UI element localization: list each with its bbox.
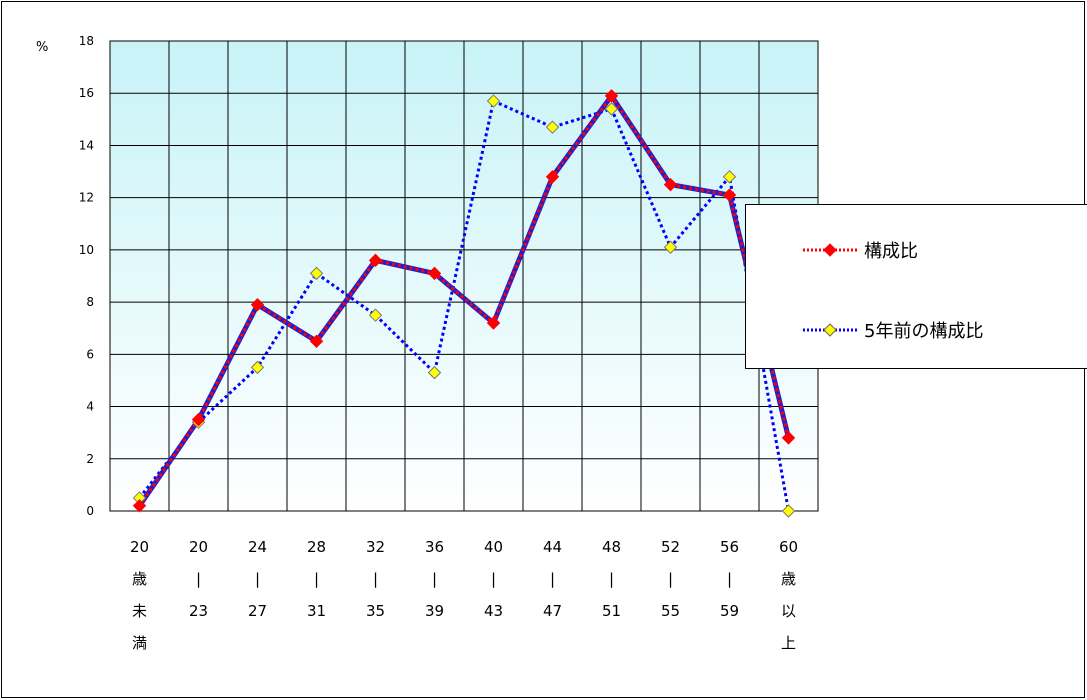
x-tick-label: 40 xyxy=(484,538,503,556)
series-current-point xyxy=(722,188,737,202)
legend-label-5yr: 5年前の構成比 xyxy=(864,321,984,342)
x-tick-label: 歳 xyxy=(132,570,147,588)
x-tick-label: 上 xyxy=(781,634,796,652)
x-tick-label: 60 xyxy=(779,538,798,556)
series-current-point xyxy=(781,431,796,445)
x-tick-label: | xyxy=(609,570,614,588)
y-tick-label: 16 xyxy=(79,86,94,100)
y-axis-ticks: 0 2 4 6 8 10 12 14 16 18 xyxy=(79,34,94,518)
series-5yr-point xyxy=(486,94,501,108)
series-5yr-point xyxy=(781,504,796,518)
legend: 構成比 5年前の構成比 xyxy=(745,204,1087,369)
series-5yr-point xyxy=(368,308,383,322)
x-tick-label: 51 xyxy=(602,602,621,620)
x-tick-label: 未 xyxy=(132,602,147,620)
series-5yr-point xyxy=(604,102,619,116)
series-current-point xyxy=(132,499,147,513)
x-tick-label: 47 xyxy=(543,602,562,620)
x-tick-label: | xyxy=(550,570,555,588)
series-current-point xyxy=(663,177,678,192)
legend-item-current: 構成比 xyxy=(802,238,918,262)
x-tick-label: 44 xyxy=(543,538,562,556)
x-tick-label: 27 xyxy=(248,602,267,620)
x-tick-label: | xyxy=(373,570,378,588)
x-tick-label: | xyxy=(314,570,319,588)
x-tick-label: | xyxy=(255,570,260,588)
x-tick-label: | xyxy=(432,570,437,588)
series-5yr-point xyxy=(309,266,324,281)
series-layer xyxy=(132,89,796,518)
series-current-point xyxy=(191,412,206,427)
x-tick-label: | xyxy=(196,570,201,588)
series-5yr-line xyxy=(138,98,790,512)
series-5yr-point xyxy=(427,365,442,380)
series-current-point xyxy=(604,89,619,103)
y-tick-label: 10 xyxy=(79,243,94,257)
x-tick-label: 35 xyxy=(366,602,385,620)
x-tick-label: 59 xyxy=(720,602,739,620)
legend-label-current: 構成比 xyxy=(864,241,918,262)
x-tick-label: 56 xyxy=(720,538,739,556)
x-tick-label: | xyxy=(491,570,496,588)
y-tick-label: 0 xyxy=(86,504,94,518)
x-axis-ticks: 20歳未満20|2324|2728|3132|3536|3940|4344|47… xyxy=(130,538,798,652)
y-tick-label: 12 xyxy=(79,191,94,205)
x-tick-label: 36 xyxy=(425,538,444,556)
y-tick-label: 2 xyxy=(86,452,94,466)
y-tick-label: 6 xyxy=(86,347,94,361)
x-tick-label: 20 xyxy=(130,538,149,556)
x-tick-label: | xyxy=(668,570,673,588)
series-current-point xyxy=(309,334,324,348)
series-5yr-point xyxy=(250,360,265,375)
x-tick-label: 48 xyxy=(602,538,621,556)
series-5yr-point xyxy=(663,240,678,254)
x-tick-label: 20 xyxy=(189,538,208,556)
x-tick-label: 43 xyxy=(484,602,503,620)
series-current-point xyxy=(486,316,501,330)
x-tick-label: 23 xyxy=(189,602,208,620)
x-tick-label: 39 xyxy=(425,602,444,620)
series-current-point xyxy=(368,253,383,268)
x-tick-label: 28 xyxy=(307,538,326,556)
y-tick-label: 14 xyxy=(79,138,94,152)
legend-item-5yr: 5年前の構成比 xyxy=(802,318,983,342)
x-tick-label: 31 xyxy=(307,602,326,620)
y-axis-label: % xyxy=(36,40,48,55)
x-tick-label: | xyxy=(727,570,732,588)
series-current-line xyxy=(138,93,790,507)
x-tick-label: 歳 xyxy=(781,570,796,588)
x-tick-label: 55 xyxy=(661,602,680,620)
series-5yr-point xyxy=(722,170,737,184)
x-tick-label: 24 xyxy=(248,538,267,556)
legend-swatch-5yr xyxy=(803,323,857,337)
y-tick-label: 4 xyxy=(86,400,94,414)
series-current-point xyxy=(250,298,265,312)
x-tick-label: 32 xyxy=(366,538,385,556)
legend-swatch-current xyxy=(803,243,857,257)
y-tick-label: 18 xyxy=(79,34,94,48)
series-current-point xyxy=(427,266,442,281)
x-tick-label: 52 xyxy=(661,538,680,556)
series-5yr-point xyxy=(545,120,560,134)
series-current-point xyxy=(545,170,560,184)
x-tick-label: 満 xyxy=(132,634,147,652)
gridlines xyxy=(110,41,818,511)
x-tick-label: 以 xyxy=(781,602,796,620)
y-tick-label: 8 xyxy=(86,295,94,309)
